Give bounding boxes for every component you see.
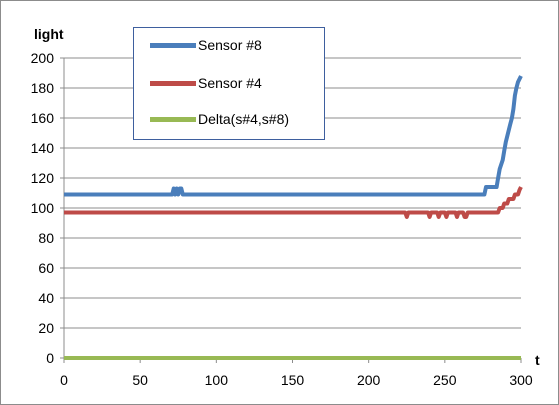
x-tick-label: 50	[132, 372, 148, 388]
series-line-sensor-8	[64, 75, 523, 197]
y-tick-label: 180	[31, 80, 55, 96]
x-axis-title: t	[535, 352, 540, 368]
y-tick-label: 140	[31, 140, 55, 156]
y-tick-label: 0	[46, 350, 54, 366]
series-lines	[64, 75, 523, 360]
series-line-sensor-4	[64, 186, 523, 219]
y-tick-label: 80	[38, 230, 54, 246]
y-tick-label: 120	[31, 170, 55, 186]
x-tick-labels: 0 50 100 150 200 250 300	[60, 372, 533, 388]
legend-item-sensor-8: Sensor #8	[150, 35, 262, 55]
legend-swatch-delta	[150, 116, 196, 122]
y-tick-label: 160	[31, 110, 55, 126]
legend-item-sensor-4: Sensor #4	[150, 73, 262, 93]
y-tick-label: 40	[38, 290, 54, 306]
x-tick-label: 250	[433, 372, 457, 388]
legend-label-delta: Delta(s#4,s#8)	[198, 111, 290, 127]
legend-item-delta: Delta(s#4,s#8)	[150, 109, 289, 129]
legend-swatch-sensor-4	[150, 80, 196, 86]
y-tick-label: 20	[38, 320, 54, 336]
x-tick-label: 300	[509, 372, 533, 388]
y-tick-label: 200	[31, 50, 55, 66]
legend-swatch-sensor-8	[150, 42, 196, 48]
x-tick-label: 150	[281, 372, 305, 388]
legend: Sensor #8 Sensor #4 Delta(s#4,s#8)	[133, 27, 325, 140]
y-tick-label: 60	[38, 260, 54, 276]
x-tick-label: 0	[60, 372, 68, 388]
y-axis-title: light	[34, 26, 64, 42]
x-tick-label: 100	[205, 372, 229, 388]
x-tick-label: 200	[357, 372, 381, 388]
y-tick-label: 100	[31, 200, 55, 216]
y-tick-labels: 0 20 40 60 80 100 120 140 160 180 200	[31, 50, 55, 366]
legend-label-sensor-4: Sensor #4	[198, 75, 262, 91]
legend-label-sensor-8: Sensor #8	[198, 37, 262, 53]
